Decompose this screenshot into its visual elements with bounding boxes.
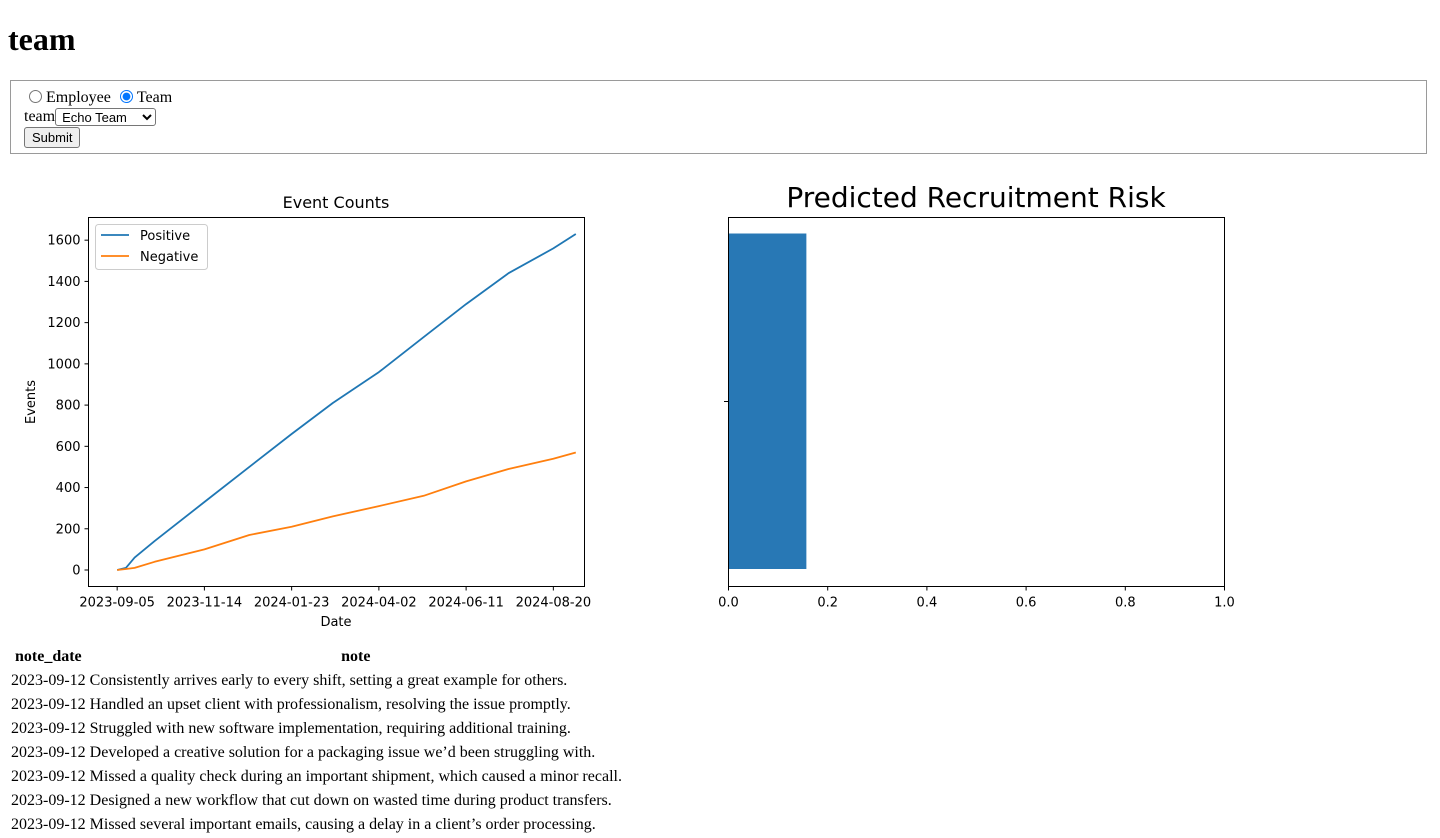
note-text-cell: Missed several important emails, causing…: [89, 816, 596, 833]
note-date-cell: 2023-09-12: [11, 744, 86, 761]
y-tick-label: 1000: [47, 357, 80, 372]
charts-canvas: Event Counts 0 200 400 600 800 1000 1200 1400 16…: [24, 181, 1235, 630]
y-tick-label: 600: [56, 440, 81, 455]
legend-label: Negative: [140, 250, 198, 265]
recruitment-risk-chart: Predicted Recruitment Risk 0.0 0.2 0.4 0.6 0…: [718, 181, 1235, 611]
risk-bar: [728, 233, 807, 569]
table-row: 2023-09-12 Missed a quality check during …: [10, 766, 623, 788]
note-text-cell: Consistently arrives early to every shif…: [89, 672, 568, 689]
x-tick-label: 0.4: [917, 596, 938, 611]
x-tick-label: 2024-06-11: [428, 596, 504, 611]
note-date-cell: 2023-09-12: [11, 672, 86, 689]
x-tick-label: 0.8: [1115, 596, 1136, 611]
team-select-row: team Echo Team: [24, 108, 157, 126]
note-text-cell: Designed a new workflow that cut down on…: [89, 792, 612, 809]
y-tick-label: 400: [56, 481, 81, 496]
note-date-cell: 2023-09-12: [11, 768, 86, 785]
notes-header-row: note_date note: [10, 646, 623, 668]
note-text-cell: Developed a creative solution for a pack…: [89, 744, 596, 761]
table-row: 2023-09-12 Missed several important email…: [10, 814, 623, 836]
x-tick-label: 2023-09-05: [79, 596, 155, 611]
team-select-label: team: [24, 108, 56, 125]
x-tick-label: 2024-08-20: [516, 596, 592, 611]
team-radio-label[interactable]: Team: [136, 89, 173, 106]
y-tick-label: 800: [56, 399, 81, 414]
table-row: 2023-09-12 Designed a new workflow that c…: [10, 790, 623, 812]
x-tick-label: 2024-04-02: [341, 596, 417, 611]
submit-button[interactable]: Submit: [24, 127, 81, 148]
notes-table: note_date note 2023-09-12 Consistently ar…: [8, 644, 625, 838]
team-select[interactable]: Echo Team: [55, 108, 157, 126]
employee-radio-label[interactable]: Employee: [46, 89, 111, 106]
x-tick-label: 2023-11-14: [167, 596, 243, 611]
y-tick-label: 1600: [47, 234, 80, 249]
y-tick-label: 0: [72, 564, 80, 579]
mode-radio-group: Employee Team: [24, 88, 172, 108]
employee-radio[interactable]: [29, 90, 42, 103]
x-tick-label: 0.0: [718, 596, 739, 611]
series-line-negative: [117, 451, 577, 571]
x-tick-label: 2024-01-23: [254, 596, 330, 611]
x-tick-label: 0.2: [817, 596, 838, 611]
x-tick-label: 0.6: [1016, 596, 1037, 611]
filter-form: Employee Team team Echo Team Submit: [10, 80, 1427, 154]
team-radio[interactable]: [119, 90, 133, 103]
x-tick-label: 1.0: [1214, 596, 1235, 611]
note-text-cell: Struggled with new software implementati…: [89, 720, 571, 737]
event-counts-title: Event Counts: [283, 193, 390, 212]
event-counts-xlabel: Date: [320, 615, 351, 630]
recruitment-risk-plot-frame: [728, 217, 1225, 587]
page-title: team: [8, 21, 76, 57]
note-date-cell: 2023-09-12: [11, 720, 86, 737]
table-row: 2023-09-12 Developed a creative solution …: [10, 742, 623, 764]
event-counts-plot-frame: [88, 217, 585, 587]
table-row: 2023-09-12 Consistently arrives early to …: [10, 670, 623, 692]
note-date-cell: 2023-09-12: [11, 696, 86, 713]
event-counts-legend: Positive Negative: [95, 224, 208, 270]
event-counts-chart: Event Counts 0 200 400 600 800 1000 1200 1400 16…: [24, 193, 591, 630]
y-tick-label: 1200: [47, 316, 80, 331]
note-date-cell: 2023-09-12: [11, 792, 86, 809]
note-text-cell: Handled an upset client with professiona…: [89, 696, 571, 713]
column-header-note-date: note_date: [15, 648, 82, 665]
table-row: 2023-09-12 Handled an upset client with p…: [10, 694, 623, 716]
recruitment-risk-title: Predicted Recruitment Risk: [786, 181, 1166, 214]
series-line-positive: [116, 233, 577, 571]
event-counts-ylabel: Events: [24, 380, 39, 424]
column-header-note: note: [341, 648, 371, 665]
y-tick-label: 1400: [47, 275, 80, 290]
y-tick-label: 200: [56, 522, 81, 537]
table-row: 2023-09-12 Struggled with new software im…: [10, 718, 623, 740]
note-text-cell: Missed a quality check during an importa…: [89, 768, 622, 785]
note-date-cell: 2023-09-12: [11, 816, 86, 833]
legend-label: Positive: [140, 229, 190, 244]
